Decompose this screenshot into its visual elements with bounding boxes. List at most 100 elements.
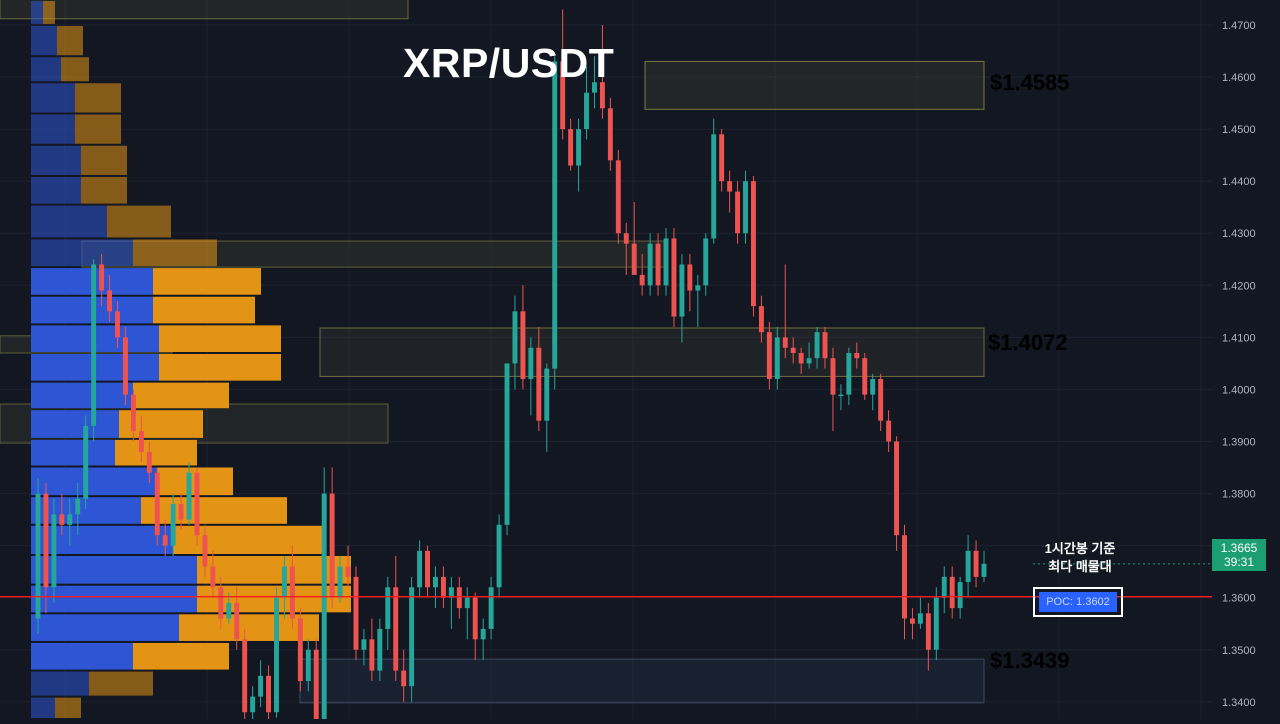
candle-up [941,576,947,598]
candle-up [814,332,820,359]
candle-down [313,649,319,724]
candle-down [401,670,407,687]
support-label: $1.3439 [990,648,1070,673]
candle-up [576,129,582,166]
candle-down [671,238,677,317]
candle-up [321,493,327,724]
volume-profile-bar-sell [133,382,229,409]
candle-up [679,264,685,317]
candle-up [226,602,232,619]
volume-profile-bar-sell [55,697,81,718]
candle-countdown: 39:31 [1223,555,1255,569]
candle-down [178,503,184,520]
candle-up [592,82,597,93]
volume-profile-bar-buy [31,176,81,204]
volume-profile-bar-sell [141,497,287,524]
volume-profile-bar-buy [31,1,43,24]
candle-down [130,394,136,432]
volume-profile-bar-sell [81,176,127,204]
candle-up [337,566,343,598]
candle-up [838,394,844,397]
candle-up [774,337,780,380]
resistance-lower-label: $1.4072 [988,330,1068,355]
volume-profile-bar-buy [31,410,119,438]
candle-down [719,134,725,182]
candle-down [162,535,168,546]
candle-up [743,181,748,234]
candle-up [496,524,502,588]
volume-profile-bar-sell [179,614,319,641]
candle-down [949,576,955,609]
candle-down [758,306,764,333]
volume-profile-bar-buy [31,25,57,56]
candle-up [488,587,494,629]
poc-label-box: POC: 1.3602 [1033,587,1123,617]
y-tick-label: 1.4300 [1222,228,1256,240]
candle-down [234,602,240,640]
candle-down [202,535,208,567]
y-tick-label: 1.3900 [1222,437,1256,449]
candle-up [250,696,256,713]
volume-profile-bar-buy [31,382,133,409]
candle-down [154,472,160,536]
candle-up [544,368,550,421]
candle-down [894,441,900,536]
candle-up [186,472,192,520]
volume-profile-bar-buy [31,83,75,113]
candle-up [695,285,701,291]
volume-profile-bar-sell [153,296,255,324]
candle-down [878,379,884,421]
volume-profile-bar-sell [153,268,261,295]
candle-down [440,576,446,598]
candle-up [67,514,73,525]
candle-down [909,618,915,624]
candle-up [663,238,669,286]
candle-down [568,129,574,166]
poc-note-line2: 최다 매물대 [1048,559,1112,574]
candle-down [623,233,629,244]
candle-up [870,379,876,395]
candle-up [448,587,454,598]
volume-profile-bar-buy [31,585,197,613]
volume-profile-bar-buy [31,114,75,144]
candle-down [115,311,120,338]
candle-down [854,352,860,359]
candle-down [242,639,248,713]
candle-down [973,550,979,577]
candle-down [345,566,351,577]
candle-down [615,160,621,234]
candle-up [377,628,383,671]
price-zone [644,60,985,110]
candle-down [393,587,399,671]
candle-up [846,352,852,395]
candle-up [933,597,939,650]
volume-profile-bar-sell [115,439,197,466]
poc-label: POC: 1.3602 [1039,592,1117,612]
candle-down [687,264,693,291]
candle-up [464,597,470,609]
candle-down [655,243,661,286]
volume-profile-bar-sell [159,353,281,381]
y-tick-label: 1.4600 [1222,72,1256,84]
candle-up [258,675,264,697]
candle-up [584,92,589,130]
volume-profile-bar-sell [133,239,217,267]
candle-down [886,420,892,442]
candle-down [631,243,637,275]
volume-profile-bar-buy [31,145,81,175]
candle-down [329,493,335,598]
poc-note: 1시간봉 기준 최다 매물대 [1030,540,1130,576]
candle-down [862,358,868,395]
candle-up [552,61,558,369]
volume-profile-bar-buy [31,671,89,696]
candle-down [107,290,113,312]
price-zone [0,0,409,20]
candle-down [790,347,796,353]
volume-profile-bar-buy [31,205,107,238]
candle-down [727,181,733,192]
candle-down [822,332,828,359]
candle-up [83,425,89,499]
candle-down [560,61,566,130]
candle-down [289,566,295,619]
